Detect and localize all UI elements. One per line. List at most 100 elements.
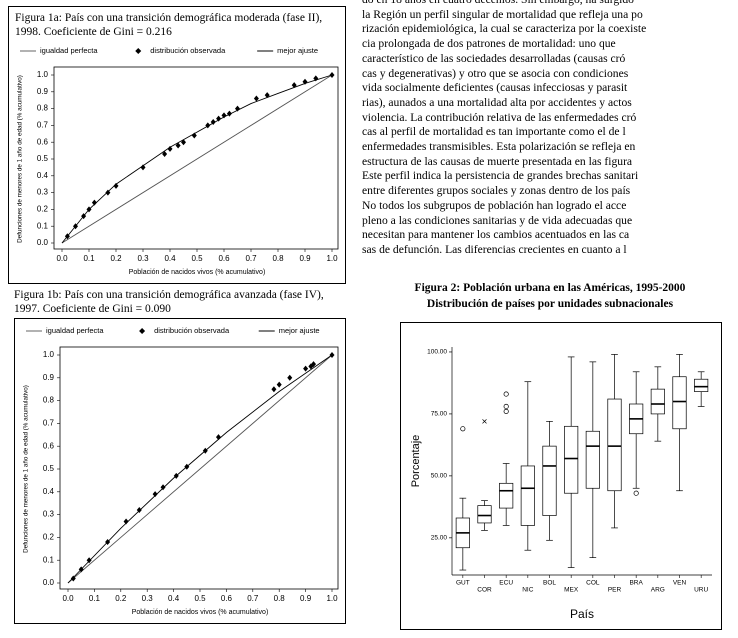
y-tick-label: 0.6 xyxy=(43,441,55,450)
box xyxy=(477,505,492,524)
box xyxy=(585,430,600,489)
text-line: rias), aunados a una mortalidad alta por… xyxy=(362,95,632,109)
line xyxy=(67,354,333,584)
outlier xyxy=(503,391,509,397)
text-line: Este perfil indica la persistencia de gr… xyxy=(362,169,639,183)
x-tick-label: 0.5 xyxy=(194,594,206,603)
figure-2: 25.00 50.00 75.00 100.00 Porcentaje País GUT CO… xyxy=(400,322,722,630)
y-tick-label: 0.2 xyxy=(37,205,49,214)
legend-swatch xyxy=(139,328,146,334)
data-point xyxy=(308,363,314,370)
x-tick-label: 1.0 xyxy=(326,594,338,603)
chart: 25.00 50.00 75.00 100.00 Porcentaje País GUT CO… xyxy=(410,347,712,621)
data-point xyxy=(113,182,119,189)
data-point xyxy=(175,142,181,149)
y-tick-label: 0.9 xyxy=(43,373,55,382)
y-tick-label: 0.9 xyxy=(37,87,49,96)
legend-label: igualdad perfecta xyxy=(46,326,104,335)
text-line: entre diferentes grupos sociales y zonas… xyxy=(362,184,631,198)
figure-subtitle: Distribución de países por unidades subn… xyxy=(426,298,674,310)
text-line: cas y degenerativas) y otro que se asoci… xyxy=(362,66,629,80)
legend-label: distribución observada xyxy=(154,326,230,335)
x-tick-label: 0.5 xyxy=(191,254,203,263)
x-tick-label: URU xyxy=(694,587,708,594)
data-point xyxy=(70,575,76,582)
y-tick-label: 0.8 xyxy=(43,396,55,405)
text-line: violencia. La contribución relativa de l… xyxy=(362,110,637,124)
y-tick-label: 0.8 xyxy=(37,104,49,113)
data-point xyxy=(253,95,259,102)
x-tick-label: COR xyxy=(477,587,492,594)
text-line: No todos los subgrupos de población han … xyxy=(362,198,627,212)
text-line: característico de las sociedades desarro… xyxy=(362,51,626,65)
x-tick-label: 0.1 xyxy=(83,254,95,263)
figure-1a: Figura 1a: País con una transición demog… xyxy=(8,6,346,284)
x-tick-label: 0.6 xyxy=(221,594,233,603)
x-tick-label: 0.2 xyxy=(115,594,127,603)
x-tick-label: NIC xyxy=(522,587,534,594)
y-tick-label: 0.0 xyxy=(43,578,55,587)
x-tick-label: MEX xyxy=(564,587,579,594)
text-line: rización epidemiológica, la cual se cara… xyxy=(362,22,647,36)
data-point xyxy=(303,365,309,372)
data-point xyxy=(152,491,158,498)
outlier xyxy=(503,403,509,410)
x-tick-label: 1.0 xyxy=(326,254,338,263)
x-tick-label: 0.7 xyxy=(245,254,257,263)
figure-caption: Figura 1b: País con una transición demog… xyxy=(14,289,324,315)
x-tick-label: 0.9 xyxy=(299,254,311,263)
figure-caption: Figura 1a: País con una transición demog… xyxy=(15,12,323,38)
y-tick-label: 0.4 xyxy=(37,171,49,180)
text-line: la Región un perfil singular de mortalid… xyxy=(362,7,643,21)
body-text: do en 18 años en cuatro decenios. Sin em… xyxy=(362,0,738,258)
box xyxy=(672,376,687,430)
x-axis-label: Población de nacidos vivos (% acumulativ… xyxy=(129,269,266,276)
x-tick-label: GUT xyxy=(456,580,470,587)
y-axis-label: Defunciones de menores de 1 año de edad … xyxy=(23,385,30,553)
chart: igualdad perfecta distribución observada m… xyxy=(17,46,339,276)
x-tick-label: 0.4 xyxy=(168,594,180,603)
data-point xyxy=(216,115,222,122)
x-tick-label: ARG xyxy=(651,587,665,594)
x-tick-label: PER xyxy=(608,587,622,594)
y-tick-label: 25.00 xyxy=(431,535,448,542)
data-point xyxy=(276,381,282,388)
legend-swatch xyxy=(135,48,142,54)
text-line: sas de defunción. Las diferencias crecie… xyxy=(362,242,627,256)
data-point xyxy=(167,145,173,152)
outlier xyxy=(460,426,466,432)
y-tick-label: 0.7 xyxy=(37,121,49,130)
x-tick-label: BOL xyxy=(543,580,556,587)
data-point xyxy=(264,92,270,99)
y-tick-label: 100.00 xyxy=(427,349,447,356)
box xyxy=(650,388,665,415)
text-line: necesitan para mantener los cambios acen… xyxy=(362,228,630,242)
text-line: pleno a las condiciones sanitarias y de … xyxy=(362,213,633,227)
x-tick-label: VEN xyxy=(673,580,687,587)
extreme xyxy=(482,419,487,424)
figure-title: Figura 2: Población urbana en las Améric… xyxy=(414,282,686,294)
data-point xyxy=(215,434,221,441)
x-tick-label: 0.6 xyxy=(218,254,230,263)
y-tick-label: 0.3 xyxy=(43,510,55,519)
chart: igualdad perfecta distribución observada m… xyxy=(23,326,339,616)
outlier xyxy=(503,408,509,414)
y-tick-label: 75.00 xyxy=(431,411,448,418)
line xyxy=(61,74,333,244)
x-tick-label: 0.3 xyxy=(142,594,154,603)
data-point xyxy=(91,199,97,206)
box xyxy=(694,378,709,392)
y-tick-label: 0.5 xyxy=(43,464,55,473)
text-line: enfermedades transmisibles. Esta polariz… xyxy=(362,140,636,154)
x-tick-label: 0.7 xyxy=(247,594,259,603)
legend-label: mejor ajuste xyxy=(277,46,318,55)
figure-1b: igualdad perfecta distribución observada m… xyxy=(14,318,346,624)
box xyxy=(564,425,579,494)
x-tick-label: BRA xyxy=(629,580,643,587)
data-point xyxy=(86,557,92,564)
y-tick-label: 0.2 xyxy=(43,533,55,542)
data-point xyxy=(123,518,129,525)
y-tick-label: 1.0 xyxy=(43,350,55,359)
plot-frame xyxy=(59,346,339,590)
